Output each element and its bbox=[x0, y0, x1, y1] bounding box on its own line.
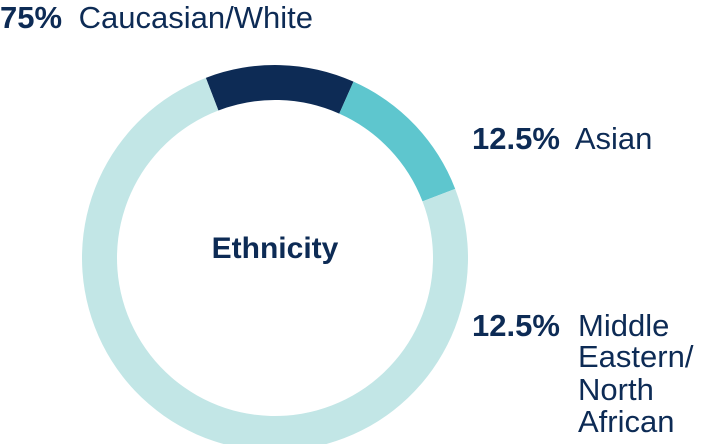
slice-name-mena-line-3: North bbox=[578, 372, 654, 407]
slice-name-mena-line-1: Middle bbox=[578, 308, 669, 343]
slice-name-mena-line-4: African bbox=[578, 404, 674, 439]
center-label: Ethnicity bbox=[212, 232, 339, 265]
slice-label-caucasian-white: 75% Caucasian/White bbox=[0, 0, 313, 35]
slice-label-asian: 12.5% Asian bbox=[472, 121, 652, 156]
slice-name-mena-line-2: Eastern/ bbox=[578, 339, 694, 374]
donut-slice-middle-eastern-north-african bbox=[339, 81, 456, 202]
slice-name-asian: Asian bbox=[575, 121, 653, 156]
donut-slice-asian bbox=[205, 65, 354, 114]
slice-value-mena: 12.5% bbox=[472, 308, 560, 343]
slice-value-asian: 12.5% bbox=[472, 121, 560, 156]
slice-value-caucasian-white: 75% bbox=[0, 0, 62, 35]
donut-slices bbox=[82, 65, 468, 444]
slice-name-mena: Middle Eastern/ North African bbox=[578, 308, 702, 439]
slice-name-caucasian-white: Caucasian/White bbox=[79, 0, 313, 35]
